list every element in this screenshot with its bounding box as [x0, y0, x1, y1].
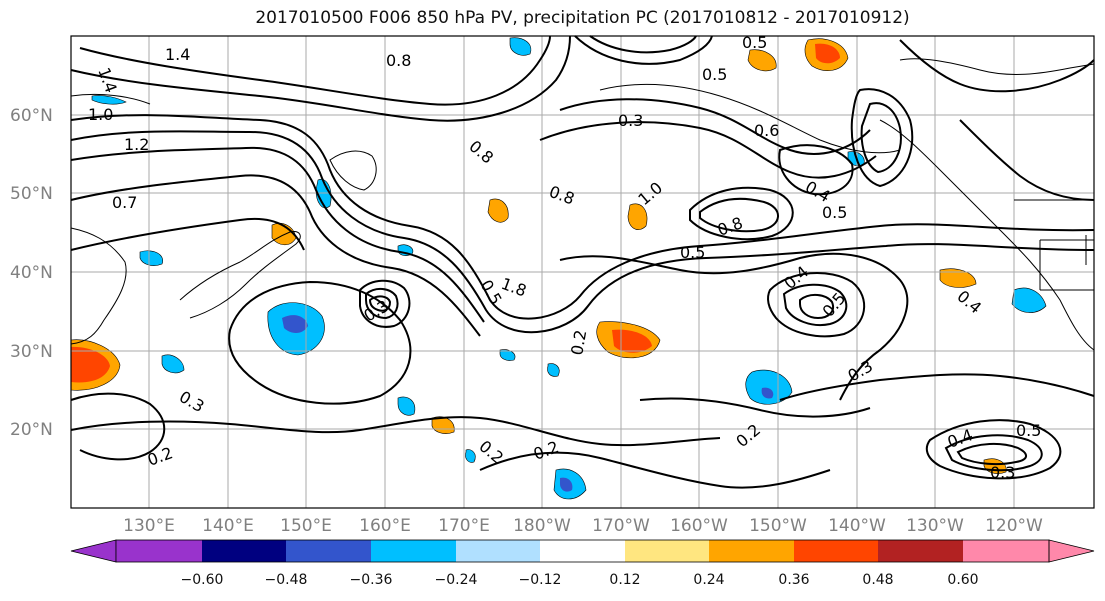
precip-blob-core [815, 43, 840, 64]
colorbar-bin [371, 540, 456, 562]
contour-label: 0.2 [567, 328, 590, 356]
precip-blob [747, 49, 777, 72]
precip-blob [397, 396, 416, 416]
lon-label: 130°W [906, 516, 964, 536]
contour-label: 0.8 [386, 51, 411, 70]
lat-label: 30°N [10, 342, 53, 362]
colorbar-bin [116, 540, 202, 562]
contour-label: 0.5 [680, 243, 705, 262]
precip-blob-core [71, 346, 110, 383]
contour-label: 0.5 [822, 203, 847, 222]
map-panel: 1.4 1.4 1.0 1.2 0.7 0.8 0.5 0.5 0.5 0.5 … [70, 33, 1095, 509]
lat-label: 40°N [10, 263, 53, 283]
contour-label: 1.4 [165, 45, 190, 64]
contour-label: 0.5 [742, 33, 767, 52]
colorbar-bin [286, 540, 371, 562]
precip-blob-core [612, 329, 652, 353]
colorbar-tick-label: 0.60 [947, 572, 978, 588]
contour-label: 0.5 [702, 65, 727, 84]
lon-label: 160°W [670, 516, 728, 536]
latitude-labels: 60°N 50°N 40°N 30°N 20°N [10, 106, 53, 440]
colorbar-tick-label: −0.48 [265, 572, 308, 588]
lat-label: 60°N [10, 106, 53, 126]
colorbar: −0.60 −0.48 −0.36 −0.24 −0.12 0.12 0.24 … [70, 539, 1095, 588]
precip-blob-core [282, 315, 308, 333]
lon-label: 140°E [202, 516, 254, 536]
colorbar-frame [115, 539, 1050, 563]
lon-label: 130°E [123, 516, 175, 536]
colorbar-tick-label: −0.36 [350, 572, 393, 588]
precip-blob [547, 363, 560, 377]
colorbar-ticks: −0.60 −0.48 −0.36 −0.24 −0.12 0.12 0.24 … [181, 572, 979, 588]
colorbar-bin [456, 540, 540, 562]
contour-label: 0.6 [754, 121, 779, 140]
figure-title: 2017010500 F006 850 hPa PV, precipitatio… [255, 8, 910, 28]
colorbar-bin [794, 540, 878, 562]
precip-blob-core [761, 387, 774, 399]
colorbar-tick-label: −0.24 [435, 572, 478, 588]
lon-label: 180°W [513, 516, 571, 536]
lon-label: 150°W [749, 516, 807, 536]
precip-blob [939, 268, 977, 288]
colorbar-bin [625, 540, 709, 562]
precip-blob [627, 203, 648, 230]
colorbar-tick-label: −0.60 [181, 572, 224, 588]
precip-blob [1011, 287, 1047, 313]
colorbar-extend-high [1048, 539, 1095, 563]
colorbar-tick-label: 0.36 [778, 572, 809, 588]
colorbar-bin [878, 540, 963, 562]
colorbar-tick-label: −0.12 [519, 572, 562, 588]
precip-blob [161, 354, 185, 374]
longitude-labels: 130°E 140°E 150°E 160°E 170°E 180°W 170°… [123, 516, 1043, 536]
map-border [70, 35, 1095, 509]
lat-label: 20°N [10, 420, 53, 440]
contour-label: 0.5 [1016, 421, 1041, 440]
colorbar-bin [202, 540, 286, 562]
colorbar-tick-label: 0.24 [693, 572, 724, 588]
lon-label: 160°E [359, 516, 411, 536]
precip-blob [91, 95, 127, 105]
precip-blob [509, 37, 532, 56]
precip-blob [499, 349, 516, 361]
precip-blob [139, 250, 163, 266]
lon-label: 140°W [828, 516, 886, 536]
colorbar-extend-low [70, 539, 117, 563]
colorbar-bin [963, 540, 1049, 562]
lon-label: 120°W [985, 516, 1043, 536]
colorbar-bin [540, 540, 625, 562]
contour-label: 1.0 [88, 105, 113, 124]
precip-blob-core [560, 477, 573, 492]
contour-label: 0.3 [990, 463, 1015, 482]
contour-label: 0.7 [112, 193, 137, 212]
lon-label: 170°E [438, 516, 490, 536]
precip-positive [70, 38, 1007, 474]
lon-label: 170°W [592, 516, 650, 536]
contour-label: 0.3 [618, 111, 643, 130]
colorbar-bin [709, 540, 794, 562]
precip-blob [487, 198, 509, 223]
precip-blob [465, 449, 476, 463]
lat-label: 50°N [10, 184, 53, 204]
precip-blob [745, 369, 793, 405]
pv-contours [70, 35, 1095, 489]
colorbar-tick-label: 0.48 [862, 572, 893, 588]
contour-label: 1.2 [124, 135, 149, 154]
colorbar-tick-label: 0.12 [609, 572, 640, 588]
lon-label: 150°E [280, 516, 332, 536]
